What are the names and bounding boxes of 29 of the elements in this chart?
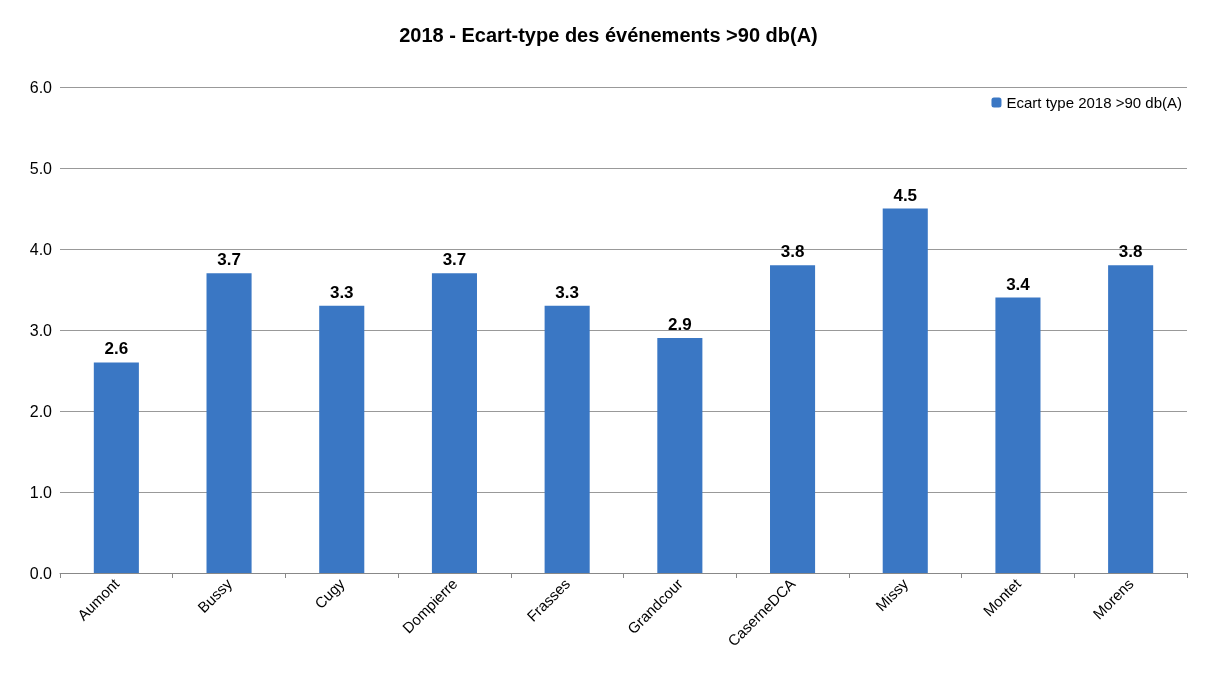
data-label: 3.8 (780, 242, 805, 262)
y-tick-label: 0.0 (29, 564, 53, 582)
data-label: 3.7 (217, 250, 241, 270)
data-label: 3.3 (329, 282, 354, 302)
bar (995, 297, 1041, 573)
bar (657, 338, 703, 573)
data-label: 4.5 (893, 185, 918, 205)
data-label: 3.8 (1118, 242, 1143, 262)
data-label: 2.6 (104, 339, 129, 359)
y-tick-label: 2.0 (29, 402, 53, 420)
bar (882, 208, 928, 573)
data-label: 2.9 (668, 315, 692, 335)
bar (770, 265, 816, 573)
y-tick-label: 6.0 (29, 78, 53, 96)
legend-label: Ecart type 2018 >90 db(A) (1006, 94, 1183, 111)
data-label: 3.4 (1006, 274, 1031, 294)
bar (431, 273, 477, 573)
bar (544, 305, 590, 573)
y-tick-label: 4.0 (29, 240, 53, 258)
y-tick-label: 5.0 (29, 159, 53, 177)
chart-title: 2018 - Ecart-type des événements >90 db(A) (399, 24, 818, 46)
y-tick-label: 3.0 (29, 321, 53, 339)
data-label: 3.7 (442, 250, 467, 270)
data-label: 3.3 (555, 282, 579, 302)
bar (93, 362, 139, 573)
bar (206, 273, 252, 573)
bar (1108, 265, 1154, 573)
bar (319, 305, 365, 573)
y-tick-label: 1.0 (29, 483, 53, 501)
